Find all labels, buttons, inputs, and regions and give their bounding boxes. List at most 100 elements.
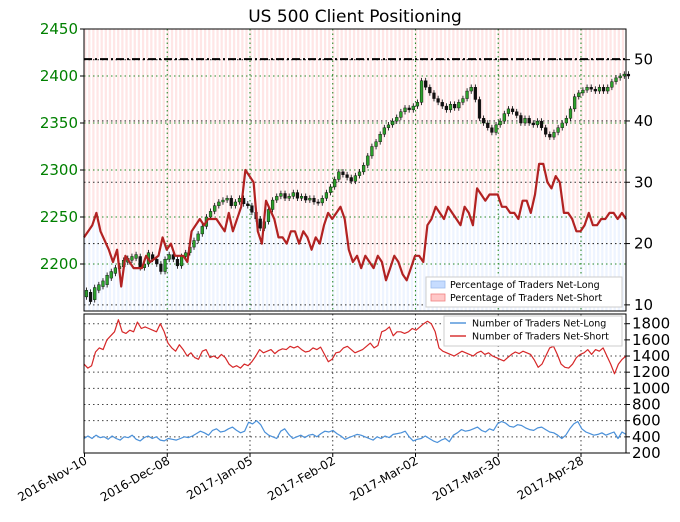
net-short-area-bar bbox=[398, 29, 401, 269]
net-short-area-bar bbox=[406, 29, 409, 275]
price-candle bbox=[349, 177, 353, 182]
net-short-area-bar bbox=[448, 29, 451, 210]
left-tick-label: 2350 bbox=[40, 114, 78, 132]
price-candle bbox=[585, 87, 589, 91]
price-candle bbox=[101, 280, 105, 287]
price-candle bbox=[246, 203, 250, 206]
net-short-area-bar bbox=[232, 29, 236, 226]
net-long-area-bar bbox=[423, 243, 426, 311]
net-long-area-bar bbox=[92, 219, 95, 311]
x-tick-label: 2017-Jan-05 bbox=[184, 453, 255, 502]
net-short-area-bar bbox=[274, 29, 277, 229]
net-long-area-bar bbox=[617, 215, 621, 311]
net-long-area-bar bbox=[518, 209, 521, 311]
net-short-area-bar bbox=[84, 29, 87, 235]
net-long-area-bar bbox=[266, 205, 269, 311]
net-long-area-bar bbox=[543, 173, 546, 311]
price-candle bbox=[564, 118, 568, 124]
net-short-area-bar bbox=[468, 29, 472, 220]
net-long-area-bar bbox=[431, 212, 434, 311]
net-long-area-bar bbox=[348, 255, 352, 311]
net-long-area-bar bbox=[472, 206, 476, 311]
price-candle bbox=[626, 73, 631, 77]
net-short-area-bar bbox=[344, 29, 347, 235]
net-short-area-bar bbox=[224, 29, 227, 223]
net-long-area-bar bbox=[311, 243, 314, 311]
net-short-area-bar bbox=[472, 29, 476, 207]
net-long-area-bar bbox=[580, 228, 583, 311]
price-candle bbox=[432, 92, 436, 99]
price-candle bbox=[548, 134, 552, 138]
net-long-area-bar bbox=[510, 212, 513, 311]
net-long-area-bar bbox=[203, 222, 207, 311]
price-candle bbox=[167, 254, 171, 260]
price-candle bbox=[382, 127, 386, 135]
net-long-area-bar bbox=[191, 228, 194, 311]
net-short-area-bar bbox=[162, 29, 165, 244]
net-long-area-bar bbox=[241, 188, 244, 311]
net-short-area-bar bbox=[576, 29, 579, 232]
price-candle bbox=[577, 92, 581, 97]
net-short-area-bar bbox=[319, 29, 323, 235]
net-long-area-bar bbox=[588, 219, 592, 311]
net-long-area-bar bbox=[323, 219, 327, 311]
net-long-area-bar bbox=[336, 209, 339, 311]
net-long-area-bar bbox=[493, 194, 496, 311]
net-short-area-bar bbox=[129, 29, 132, 266]
price-candle bbox=[527, 118, 531, 124]
price-candle bbox=[399, 111, 403, 118]
net-long-area-bar bbox=[88, 228, 91, 311]
net-short-area-bar bbox=[419, 29, 422, 259]
price-candle bbox=[109, 271, 113, 279]
net-short-area-bar bbox=[208, 29, 211, 220]
price-candle bbox=[560, 122, 564, 128]
price-candle bbox=[519, 115, 523, 124]
price-candle bbox=[333, 179, 337, 188]
right-tick-label: 50 bbox=[634, 51, 653, 69]
net-short-area-bar bbox=[584, 29, 587, 220]
net-long-area-bar bbox=[398, 268, 401, 311]
net-long-area-bar bbox=[522, 200, 525, 311]
price-candle bbox=[341, 171, 345, 175]
net-short-area-bar bbox=[187, 29, 190, 247]
price-candle bbox=[510, 108, 515, 112]
bottom-right-tick-label: 1800 bbox=[632, 315, 670, 333]
net-short-area-bar bbox=[286, 29, 290, 238]
x-tick-label: 2017-Feb-02 bbox=[265, 453, 338, 503]
net-long-area-bar bbox=[141, 261, 145, 311]
price-candle bbox=[163, 259, 167, 272]
price-candle bbox=[622, 73, 626, 77]
net-short-area-bar bbox=[303, 29, 306, 235]
net-short-area-bar bbox=[534, 29, 538, 180]
net-short-area-bar bbox=[249, 29, 252, 180]
net-long-area-bar bbox=[357, 261, 360, 311]
price-candle bbox=[93, 287, 97, 300]
net-long-area-bar bbox=[216, 222, 219, 311]
price-candle bbox=[113, 267, 117, 274]
net-short-area-bar bbox=[580, 29, 583, 229]
price-candle bbox=[391, 120, 395, 126]
net-long-area-bar bbox=[468, 219, 472, 311]
net-long-area-bar bbox=[497, 200, 501, 311]
net-long-area-bar bbox=[559, 197, 563, 311]
net-long-area-bar bbox=[572, 225, 575, 311]
net-short-area-bar bbox=[175, 29, 178, 256]
net-long-area-bar bbox=[340, 212, 343, 311]
net-short-area-bar bbox=[456, 29, 459, 223]
net-short-area-bar bbox=[460, 29, 463, 216]
net-long-area-bar bbox=[249, 179, 252, 311]
net-short-area-bar bbox=[613, 29, 616, 216]
price-candle bbox=[308, 197, 312, 201]
net-long-area-bar bbox=[601, 219, 604, 311]
price-candle bbox=[448, 103, 453, 111]
net-long-area-bar bbox=[125, 258, 128, 311]
net-short-area-bar bbox=[402, 29, 405, 278]
price-candle bbox=[287, 196, 291, 199]
net-long-area-bar bbox=[224, 222, 227, 311]
price-candle bbox=[366, 155, 370, 166]
net-short-count-line bbox=[83, 319, 627, 375]
net-long-area-bar bbox=[501, 206, 505, 311]
net-long-area-bar bbox=[435, 209, 438, 311]
net-short-area-bar bbox=[617, 29, 621, 216]
